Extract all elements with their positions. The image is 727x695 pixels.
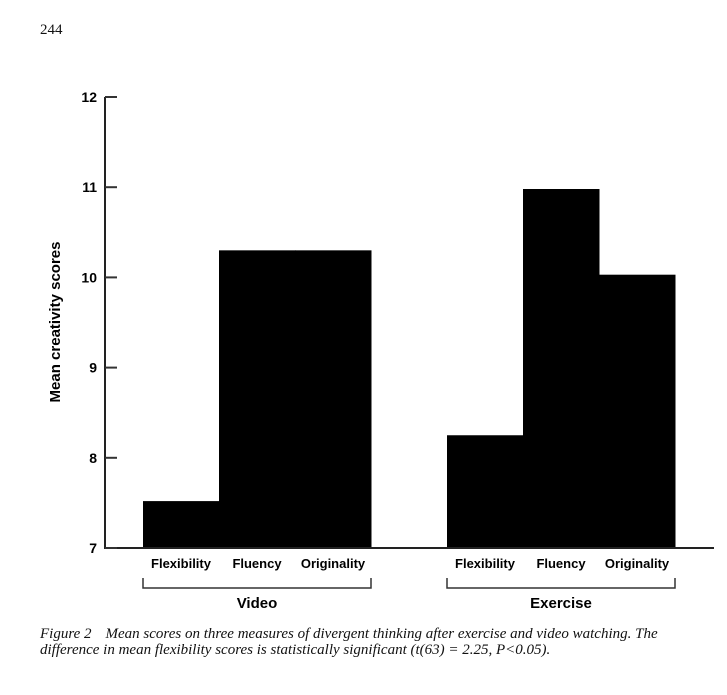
x-category-label: Flexibility xyxy=(151,556,212,571)
group-label: Video xyxy=(237,595,278,612)
bar-video-flexibility xyxy=(143,501,220,548)
x-category-label: Fluency xyxy=(536,556,586,571)
x-category-label: Fluency xyxy=(232,556,282,571)
group-label: Exercise xyxy=(530,595,592,612)
x-category-label: Originality xyxy=(605,556,670,571)
bars xyxy=(143,189,676,548)
y-tick-label: 9 xyxy=(89,360,97,376)
x-category-label: Originality xyxy=(301,556,366,571)
group-bracket xyxy=(142,578,372,589)
bar-exercise-originality xyxy=(599,274,676,548)
y-tick-label: 8 xyxy=(89,450,97,466)
bar-video-fluency xyxy=(219,250,296,548)
figure-caption: Figure 2 Mean scores on three measures of… xyxy=(40,626,720,658)
caption-text: Mean scores on three measures of diverge… xyxy=(40,626,658,658)
y-tick-label: 10 xyxy=(81,269,97,285)
page-number: 244 xyxy=(40,22,63,38)
y-tick-label: 12 xyxy=(81,89,97,105)
y-tick-label: 11 xyxy=(82,179,97,195)
x-category-label: Flexibility xyxy=(455,556,516,571)
y-axis-label: Mean creativity scores xyxy=(47,242,64,403)
bar-exercise-fluency xyxy=(523,189,600,548)
group-bracket xyxy=(446,578,676,589)
labels: 7 8 9 10 11 12 Mean creativity scores Flexibili… xyxy=(47,89,670,612)
figure-label: Figure 2 xyxy=(40,626,92,642)
bar-video-originality xyxy=(295,250,372,548)
bar-chart: 7 8 9 10 11 12 Mean creativity scores Flexibili… xyxy=(47,89,714,612)
bar-exercise-flexibility xyxy=(447,435,524,548)
axes xyxy=(104,96,714,589)
y-tick-label: 7 xyxy=(89,540,97,556)
